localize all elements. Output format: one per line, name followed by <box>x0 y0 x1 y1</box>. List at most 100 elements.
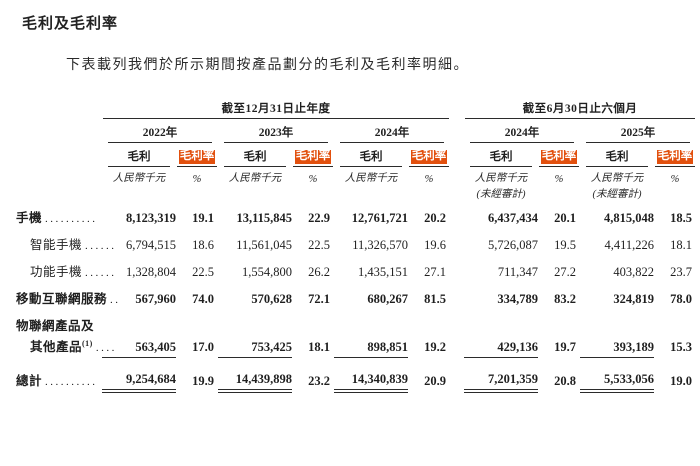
pct-cell: 23.2 <box>308 374 330 388</box>
table-row-feature-phones: 功能手機...... 1,328,804 22.5 1,554,800 26.2… <box>16 255 696 282</box>
unit-header-row: 人民幣千元 % 人民幣千元 % 人民幣千元 % 人民幣千元 % 人民幣千元 % <box>16 167 696 185</box>
value-cell: 5,533,056 <box>580 357 654 393</box>
table-row-mobile-internet-services: 移動互聯網服務.. 567,960 74.0 570,628 72.1 680,… <box>16 282 696 309</box>
year-header-2023: 2023年 <box>218 124 334 143</box>
table-row-mobile-phones: 手機.......... 8,123,319 19.1 13,115,845 2… <box>16 201 696 228</box>
value-cell: 429,136 <box>464 334 538 358</box>
pct-cell: 18.1 <box>670 238 692 252</box>
gpm-header: 毛利率 <box>654 148 696 167</box>
value-cell: 711,347 <box>497 265 538 279</box>
period-header-row: 截至12月31日止年度 截至6月30日止六個月 <box>16 100 696 119</box>
pct-cell: 78.0 <box>670 292 692 306</box>
pct-cell: 74.0 <box>192 292 214 306</box>
table-row-smartphones: 智能手機...... 6,794,515 18.6 11,561,045 22.… <box>16 228 696 255</box>
measure-header-row: 毛利 毛利率 毛利 毛利率 毛利 毛利率 毛利 毛利率 毛利 毛利率 <box>16 148 696 167</box>
pct-cell: 18.5 <box>670 211 692 225</box>
table-row-other-products: 其他產品(1).... 563,405 17.0 753,425 18.1 89… <box>16 334 696 358</box>
gp-header: 毛利 <box>218 148 292 167</box>
pct-cell: 19.0 <box>670 374 692 388</box>
gpm-highlight-badge: 毛利率 <box>294 149 332 164</box>
value-cell: 567,960 <box>135 292 176 306</box>
pct-cell: 19.5 <box>554 238 576 252</box>
pct-cell: 23.7 <box>670 265 692 279</box>
pct-cell: 27.1 <box>424 265 446 279</box>
gpm-highlight-badge: 毛利率 <box>656 149 694 164</box>
value-cell: 334,789 <box>497 292 538 306</box>
unaudited-note-row: (未經審計) (未經審計) <box>16 185 696 201</box>
value-cell: 753,425 <box>218 334 292 358</box>
pct-cell: 27.2 <box>554 265 576 279</box>
pct-cell: 22.5 <box>308 238 330 252</box>
gpm-header: 毛利率 <box>538 148 580 167</box>
value-cell: 570,628 <box>251 292 292 306</box>
gp-header: 毛利 <box>334 148 408 167</box>
pct-cell: 22.5 <box>192 265 214 279</box>
pct-cell: 20.2 <box>424 211 446 225</box>
pct-cell: 18.1 <box>308 340 330 354</box>
gp-header: 毛利 <box>102 148 176 167</box>
value-cell: 1,328,804 <box>126 265 176 279</box>
pct-unit-label: % <box>192 174 202 185</box>
unaudited-note: (未經審計) <box>476 189 526 200</box>
value-cell: 5,726,087 <box>488 238 538 252</box>
row-label: 手機.......... <box>16 211 98 225</box>
row-label: 移動互聯網服務.. <box>16 292 121 306</box>
pct-unit-label: % <box>554 174 564 185</box>
pct-cell: 18.6 <box>192 238 214 252</box>
value-cell: 8,123,319 <box>126 211 176 225</box>
value-cell: 563,405 <box>102 334 176 358</box>
pct-cell: 19.1 <box>192 211 214 225</box>
pct-cell: 19.7 <box>554 340 576 354</box>
value-cell: 6,437,434 <box>488 211 538 225</box>
value-cell: 4,411,226 <box>604 238 654 252</box>
table-row-total: 總計.......... 9,254,684 19.9 14,439,898 2… <box>16 357 696 393</box>
row-label: 物聯網產品及 <box>16 319 95 333</box>
unit-label: 人民幣千元 <box>344 173 398 184</box>
value-cell: 9,254,684 <box>102 357 176 393</box>
pct-cell: 26.2 <box>308 265 330 279</box>
year-header-row: 2022年 2023年 2024年 2024年 2025年 <box>16 124 696 143</box>
gpm-header: 毛利率 <box>292 148 334 167</box>
gp-header: 毛利 <box>464 148 538 167</box>
pct-cell: 20.8 <box>554 374 576 388</box>
footnote-ref: (1) <box>82 338 93 348</box>
pct-cell: 72.1 <box>308 292 330 306</box>
pct-cell: 17.0 <box>192 340 214 354</box>
intro-paragraph: 下表載列我們於所示期間按產品劃分的毛利及毛利率明細。 <box>66 58 469 73</box>
value-cell: 1,554,800 <box>242 265 292 279</box>
table-row-iot-label: 物聯網產品及 <box>16 309 696 334</box>
unaudited-note: (未經審計) <box>592 189 642 200</box>
value-cell: 11,326,570 <box>352 238 408 252</box>
pct-cell: 20.9 <box>424 374 446 388</box>
row-label: 智能手機...... <box>30 238 117 252</box>
gp-header: 毛利 <box>580 148 654 167</box>
gpm-header: 毛利率 <box>408 148 450 167</box>
unit-label: 人民幣千元 <box>112 173 166 184</box>
pct-cell: 19.9 <box>192 374 214 388</box>
pct-cell: 81.5 <box>424 292 446 306</box>
value-cell: 4,815,048 <box>604 211 654 225</box>
value-cell: 403,822 <box>613 265 654 279</box>
gpm-header: 毛利率 <box>176 148 218 167</box>
value-cell: 680,267 <box>367 292 408 306</box>
value-cell: 898,851 <box>334 334 408 358</box>
pct-cell: 19.2 <box>424 340 446 354</box>
value-cell: 11,561,045 <box>236 238 292 252</box>
pct-cell: 15.3 <box>670 340 692 354</box>
value-cell: 1,435,151 <box>358 265 408 279</box>
gpm-highlight-badge: 毛利率 <box>540 149 578 164</box>
pct-cell: 83.2 <box>554 292 576 306</box>
pct-cell: 22.9 <box>308 211 330 225</box>
pct-unit-label: % <box>670 174 680 185</box>
value-cell: 14,340,839 <box>334 357 408 393</box>
period-header-annual: 截至12月31日止年度 <box>102 100 450 119</box>
row-label: 總計.......... <box>16 374 98 388</box>
value-cell: 14,439,898 <box>218 357 292 393</box>
year-header-2024: 2024年 <box>334 124 450 143</box>
pct-unit-label: % <box>424 174 434 185</box>
gross-profit-table: 截至12月31日止年度 截至6月30日止六個月 2022年 2023年 2024… <box>16 100 696 393</box>
pct-cell: 19.6 <box>424 238 446 252</box>
section-title: 毛利及毛利率 <box>22 16 119 32</box>
value-cell: 13,115,845 <box>236 211 292 225</box>
value-cell: 12,761,721 <box>351 211 408 225</box>
